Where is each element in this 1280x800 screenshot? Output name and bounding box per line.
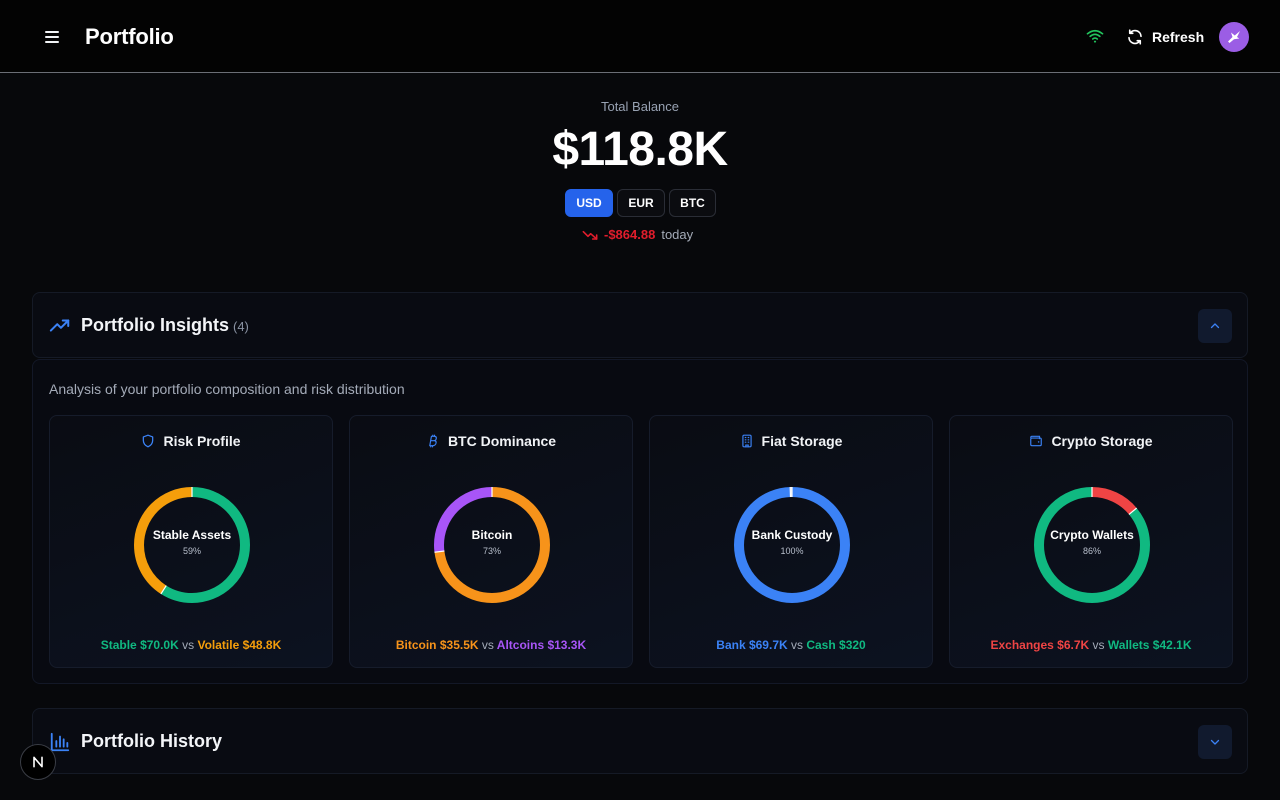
risk-profile-donut xyxy=(134,487,250,603)
card-legend: Bank $69.7K vs Cash $320 xyxy=(650,638,932,652)
app-title: Portfolio xyxy=(85,24,174,49)
currency-usd-button[interactable]: USD xyxy=(565,189,613,217)
legend-vs: vs xyxy=(791,638,803,652)
refresh-icon xyxy=(1128,29,1142,45)
trending-down-icon xyxy=(582,230,598,240)
currency-btc-button[interactable]: BTC xyxy=(669,189,716,217)
insights-title: Portfolio Insights xyxy=(81,315,229,335)
chevron-up-icon xyxy=(1210,323,1220,329)
n-logo-icon xyxy=(33,756,43,768)
total-balance-value: $118.8K xyxy=(552,123,728,176)
wallet-icon xyxy=(1030,435,1043,447)
history-panel-header[interactable]: Portfolio History xyxy=(32,708,1248,774)
chevron-down-icon xyxy=(1210,739,1220,745)
donut-center-label: Bitcoin xyxy=(471,528,513,542)
legend-volatile: Volatile $48.8K xyxy=(197,638,282,652)
donut-center-percent: 59% xyxy=(182,546,201,556)
hamburger-menu-icon[interactable] xyxy=(40,25,64,49)
insights-count: (4) xyxy=(233,319,249,334)
donut-separator xyxy=(434,550,445,553)
history-title: Portfolio History xyxy=(81,731,223,751)
currency-eur-button[interactable]: EUR xyxy=(617,189,665,217)
daily-change: -$864.88 today xyxy=(582,227,693,242)
legend-vs: vs xyxy=(481,638,494,652)
legend-exchanges: Exchanges $6.7K xyxy=(990,638,1090,652)
bar-chart-icon xyxy=(50,732,70,752)
daily-change-suffix: today xyxy=(661,227,694,242)
insights-panel-header[interactable]: Portfolio Insights (4) xyxy=(32,292,1248,358)
legend-vs: vs xyxy=(1092,638,1105,652)
card-title: BTC Dominance xyxy=(447,433,557,449)
shield-icon xyxy=(143,434,154,448)
legend-stable: Stable $70.0K xyxy=(100,638,179,652)
donut-separator xyxy=(160,585,167,595)
card-legend: Exchanges $6.7K vs Wallets $42.1K xyxy=(950,638,1232,652)
currency-selector: USD EUR BTC xyxy=(565,189,716,217)
bitcoin-icon xyxy=(429,434,437,448)
daily-change-amount: -$864.88 xyxy=(604,227,656,242)
next-dev-badge[interactable] xyxy=(20,744,56,780)
insights-description: Analysis of your portfolio composition a… xyxy=(49,381,405,397)
building-icon xyxy=(741,434,752,448)
donut-center-percent: 100% xyxy=(780,546,804,556)
legend-cash: Cash $320 xyxy=(806,638,866,652)
fiat-storage-card: Fiat Storage Bank Custody 100% Bank $69.… xyxy=(649,415,933,668)
refresh-button[interactable]: Refresh xyxy=(1126,24,1204,50)
crypto-storage-donut xyxy=(1034,487,1150,603)
risk-profile-card: Risk Profile Stable Assets 59% Stable $7… xyxy=(49,415,333,668)
donut-center-label: Bank Custody xyxy=(751,528,833,542)
card-title: Crypto Storage xyxy=(1051,433,1153,449)
card-title: Fiat Storage xyxy=(761,433,843,449)
donut-center-percent: 73% xyxy=(482,546,501,556)
total-balance-label: Total Balance xyxy=(600,99,680,114)
expand-history-button[interactable] xyxy=(1198,725,1232,759)
bird-icon xyxy=(1228,31,1240,43)
legend-bitcoin: Bitcoin $35.5K xyxy=(395,638,479,652)
card-legend: Stable $70.0K vs Volatile $48.8K xyxy=(50,638,332,652)
btc-dominance-card: BTC Dominance Bitcoin 73% Bitcoin $35.5K… xyxy=(349,415,633,668)
card-legend: Bitcoin $35.5K vs Altcoins $13.3K xyxy=(350,638,632,652)
legend-vs: vs xyxy=(182,638,195,652)
legend-bank: Bank $69.7K xyxy=(716,638,788,652)
donut-center-label: Crypto Wallets xyxy=(1050,528,1134,542)
collapse-insights-button[interactable] xyxy=(1198,309,1232,343)
legend-wallets: Wallets $42.1K xyxy=(1107,638,1192,652)
trending-up-icon xyxy=(49,319,70,332)
avatar[interactable] xyxy=(1219,22,1249,52)
btc-dominance-donut xyxy=(434,487,550,603)
card-title: Risk Profile xyxy=(163,433,241,449)
top-bar: Portfolio Refresh xyxy=(0,0,1280,73)
crypto-storage-card: Crypto Storage Crypto Wallets 86% Exchan… xyxy=(949,415,1233,668)
wifi-icon xyxy=(1086,29,1104,43)
refresh-label: Refresh xyxy=(1152,29,1205,45)
fiat-storage-donut xyxy=(734,487,850,603)
donut-center-percent: 86% xyxy=(1082,546,1101,556)
donut-center-label: Stable Assets xyxy=(152,528,232,542)
legend-altcoins: Altcoins $13.3K xyxy=(496,638,587,652)
donut-separator xyxy=(1128,507,1138,515)
insights-panel-body: Analysis of your portfolio composition a… xyxy=(32,359,1248,684)
